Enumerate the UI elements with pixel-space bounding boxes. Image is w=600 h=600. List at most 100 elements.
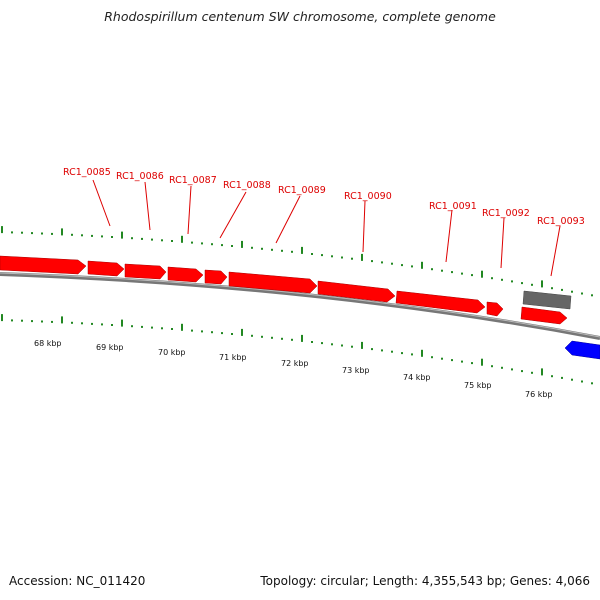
major-tick <box>541 368 543 376</box>
major-tick <box>121 319 123 327</box>
minor-tick <box>511 368 513 371</box>
minor-tick <box>201 330 203 333</box>
gene-arrow-rc1-0088[interactable] <box>167 266 204 283</box>
minor-tick <box>491 365 493 368</box>
minor-tick <box>71 233 73 236</box>
minor-tick <box>291 250 293 253</box>
minor-tick <box>191 241 193 244</box>
gene-arrow-rc1-0093[interactable] <box>520 306 568 325</box>
minor-tick <box>281 249 283 252</box>
gene-arrow-rc1-0086[interactable] <box>87 260 125 277</box>
minor-tick <box>261 247 263 250</box>
minor-tick <box>471 274 473 277</box>
minor-tick <box>71 321 73 324</box>
minor-tick <box>491 277 493 280</box>
minor-tick <box>221 244 223 247</box>
minor-tick <box>561 288 563 291</box>
gene-label[interactable]: RC1_0090 <box>344 191 392 202</box>
gene-label[interactable]: RC1_0091 <box>429 201 477 212</box>
minor-tick <box>451 359 453 362</box>
minor-tick <box>591 294 593 297</box>
gene-arrow-rc1-0092b[interactable] <box>486 301 504 317</box>
major-tick <box>541 280 543 288</box>
scale-labels: 68 kbp 69 kbp 70 kbp 71 kbp 72 kbp 73 kb… <box>34 339 553 399</box>
minor-tick <box>151 326 153 329</box>
gene-arrow-reverse[interactable] <box>564 340 600 360</box>
minor-tick <box>521 282 523 285</box>
minor-tick <box>161 327 163 330</box>
minor-tick <box>161 239 163 242</box>
minor-tick <box>101 323 103 326</box>
gene-arrow-rc1-0087[interactable] <box>124 263 167 280</box>
gene-arrow-rc1-0085[interactable] <box>0 255 87 275</box>
major-tick <box>181 323 183 331</box>
minor-tick <box>321 254 323 257</box>
gene-label[interactable]: RC1_0089 <box>278 185 326 196</box>
minor-tick <box>521 370 523 373</box>
major-tick <box>361 341 363 349</box>
minor-tick <box>191 329 193 332</box>
minor-tick <box>11 319 13 322</box>
kbp-label: 69 kbp <box>96 343 124 352</box>
minor-tick <box>461 272 463 275</box>
minor-tick <box>441 357 443 360</box>
minor-tick <box>351 257 353 260</box>
kbp-label: 76 kbp <box>525 390 553 399</box>
gene-label-leaders <box>92 179 561 277</box>
map-title: Rhodospirillum centenum SW chromosome, c… <box>104 9 496 24</box>
minor-tick <box>31 320 33 323</box>
minor-tick <box>91 234 93 237</box>
upper-tick-track <box>1 226 593 297</box>
minor-tick <box>511 280 513 283</box>
major-tick <box>121 231 123 239</box>
major-tick <box>241 240 243 248</box>
minor-tick <box>171 328 173 330</box>
gene-arrow-rc1-0091[interactable] <box>317 280 396 303</box>
gene-arrow-rc1-0090[interactable] <box>228 271 318 294</box>
minor-tick <box>571 378 573 381</box>
minor-tick <box>21 319 23 322</box>
gene-arrow-rc1-0089[interactable] <box>204 269 228 285</box>
minor-tick <box>291 338 293 341</box>
minor-tick <box>501 366 503 369</box>
minor-tick <box>21 231 23 234</box>
gene-label[interactable]: RC1_0087 <box>169 175 217 186</box>
major-tick <box>361 253 363 261</box>
minor-tick <box>331 255 333 258</box>
minor-tick <box>341 256 343 259</box>
minor-tick <box>221 332 223 335</box>
feature-gray-block[interactable] <box>522 290 572 310</box>
minor-tick <box>371 348 373 351</box>
minor-tick <box>391 262 393 265</box>
gene-arrow-rc1-0092[interactable] <box>395 290 486 314</box>
minor-tick <box>551 375 553 378</box>
kbp-label: 75 kbp <box>464 381 492 390</box>
gene-label[interactable]: RC1_0085 <box>63 167 111 178</box>
major-tick <box>481 358 483 366</box>
kbp-label: 71 kbp <box>219 353 247 362</box>
gene-track-forward <box>0 255 568 325</box>
minor-tick <box>51 320 53 323</box>
minor-tick <box>91 322 93 325</box>
accession-text: Accession: NC_011420 <box>9 574 146 588</box>
gene-label[interactable]: RC1_0086 <box>116 171 164 182</box>
major-tick <box>61 316 63 324</box>
gene-label[interactable]: RC1_0088 <box>223 180 271 191</box>
minor-tick <box>581 292 583 295</box>
major-tick <box>181 235 183 243</box>
chromosome-backbone <box>0 272 600 340</box>
major-tick <box>301 334 303 342</box>
genome-summary-text: Topology: circular; Length: 4,355,543 bp… <box>260 574 590 588</box>
minor-tick <box>31 232 33 235</box>
gene-label[interactable]: RC1_0092 <box>482 208 530 219</box>
kbp-label: 74 kbp <box>403 373 431 382</box>
minor-tick <box>571 290 573 293</box>
minor-tick <box>381 261 383 264</box>
gene-label[interactable]: RC1_0093 <box>537 216 585 227</box>
lower-tick-track <box>1 314 593 385</box>
minor-tick <box>411 353 413 356</box>
minor-tick <box>501 278 503 281</box>
minor-tick <box>251 334 253 337</box>
minor-tick <box>231 245 233 247</box>
